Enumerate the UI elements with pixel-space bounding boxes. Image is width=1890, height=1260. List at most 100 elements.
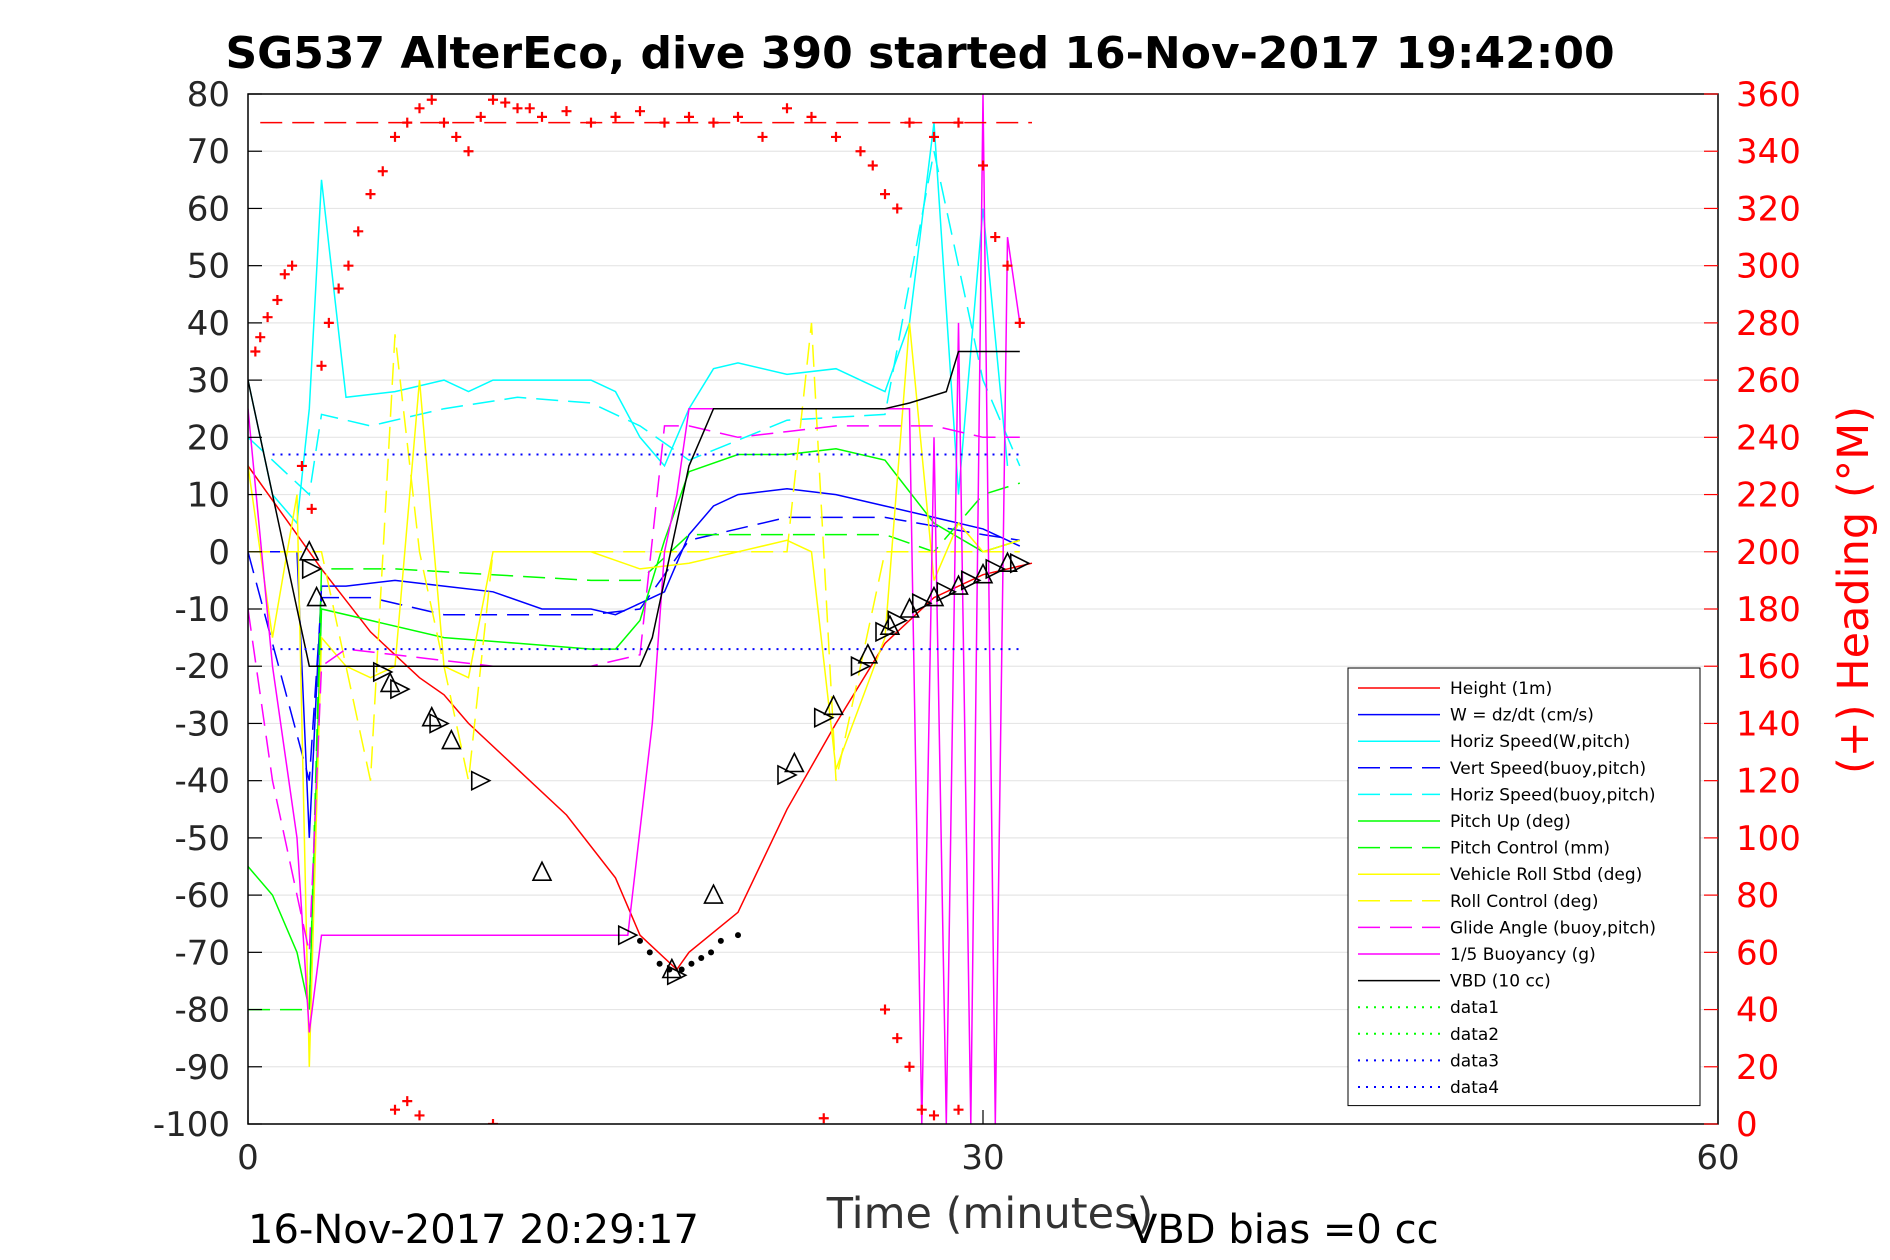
triangle-marker [784, 751, 805, 773]
left-tick-label: -10 [174, 590, 230, 630]
heading-marker [414, 103, 425, 114]
legend: Height (1m) W = dz/dt (cm/s) Horiz Speed(W… [1347, 667, 1701, 1107]
heading-marker [953, 117, 964, 128]
legend-label: Pitch Up (deg) [1450, 812, 1571, 832]
dot-marker [656, 960, 663, 967]
x-tick-label: 0 [237, 1138, 259, 1178]
left-tick-label: 10 [187, 476, 230, 516]
dot-marker [717, 937, 724, 944]
heading-marker [610, 111, 621, 122]
legend-label: W = dz/dt (cm/s) [1450, 706, 1594, 726]
heading-marker [684, 111, 694, 122]
triangle-marker [936, 581, 958, 603]
triangle-marker [390, 678, 411, 700]
heading-marker [561, 106, 572, 117]
series-line [248, 151, 1021, 497]
dot-marker [666, 966, 673, 973]
legend-label: Pitch Control (mm) [1450, 839, 1610, 859]
heading-marker [475, 111, 486, 122]
triangle-marker [948, 574, 969, 595]
heading-marker [880, 1004, 890, 1015]
footer-vbd-bias: VBD bias =0 cc [1130, 1207, 1439, 1253]
triangle-marker [1009, 552, 1031, 574]
heading-marker [439, 117, 449, 128]
heading-marker [659, 117, 670, 128]
right-tick-label: 100 [1736, 819, 1801, 859]
dot-marker [688, 960, 695, 967]
series-layer [248, 94, 1033, 1124]
triangle-marker [850, 655, 872, 677]
legend-label: data4 [1450, 1078, 1499, 1098]
right-axis-title: (+) Heading (°M) [1829, 406, 1879, 774]
heading-marker [463, 146, 474, 157]
legend-label: data1 [1450, 998, 1499, 1018]
heading-marker [733, 111, 743, 122]
left-tick-label: 40 [187, 304, 230, 344]
legend-label: Vert Speed(buoy,pitch) [1450, 759, 1646, 779]
heading-marker [316, 360, 327, 371]
heading-marker [414, 1110, 425, 1121]
triangle-marker [306, 585, 327, 607]
legend-label: 1/5 Buoyancy (g) [1450, 945, 1596, 965]
heading-marker [635, 106, 645, 117]
series-line [248, 350, 1020, 667]
heading-marker [524, 103, 535, 114]
heading-marker [343, 260, 354, 271]
left-tick-label: -80 [174, 991, 230, 1031]
right-tick-label: 220 [1736, 476, 1801, 516]
heading-marker [855, 146, 866, 157]
right-tick-label: 40 [1736, 991, 1779, 1031]
right-tick-label: 60 [1736, 933, 1779, 973]
heading-marker [867, 160, 878, 171]
dot-marker [735, 932, 741, 939]
heading-marker [880, 189, 890, 200]
heading-marker [365, 189, 376, 200]
dot-marker [698, 955, 705, 962]
heading-marker [402, 1096, 413, 1107]
series-line [248, 94, 1021, 1124]
dot-marker [708, 949, 715, 956]
triangle-marker [911, 592, 933, 614]
heading-marker [255, 332, 266, 343]
left-tick-label: 20 [187, 418, 230, 458]
right-tick-label: 360 [1736, 75, 1801, 115]
legend-label: Horiz Speed(buoy,pitch) [1450, 785, 1656, 805]
right-axis-ticks: 3603403203002802602402202001801601401201… [1704, 75, 1801, 1145]
triangle-marker [298, 539, 320, 561]
heading-marker [390, 131, 400, 142]
triangle-marker [899, 597, 920, 618]
heading-marker [488, 94, 498, 105]
triangle-marker [666, 964, 688, 986]
left-tick-label: -60 [174, 876, 230, 916]
x-axis-title: Time (minutes) [826, 1189, 1154, 1239]
right-tick-label: 160 [1736, 647, 1801, 687]
right-tick-label: 340 [1736, 132, 1801, 172]
chart-title: SG537 AlterEco, dive 390 started 16-Nov-… [225, 28, 1614, 79]
heading-marker [451, 131, 462, 142]
right-tick-label: 260 [1736, 361, 1801, 401]
triangle-marker [372, 661, 394, 683]
heading-marker [1014, 317, 1025, 328]
legend-label: Glide Angle (buoy,pitch) [1450, 918, 1656, 938]
triangle-marker [441, 728, 462, 750]
left-tick-label: -20 [174, 647, 230, 687]
heading-marker [512, 103, 523, 114]
right-tick-label: 320 [1736, 189, 1801, 229]
triangle-marker [301, 558, 323, 580]
heading-marker [353, 226, 364, 237]
heading-marker [978, 160, 988, 171]
heading-marker [586, 117, 596, 128]
right-tick-label: 120 [1736, 762, 1801, 802]
heading-marker [892, 1033, 903, 1044]
legend-label: Horiz Speed(W,pitch) [1450, 732, 1630, 752]
heading-marker [904, 117, 915, 128]
heading-marker [272, 295, 283, 305]
triangle-marker [879, 614, 901, 635]
triangle-marker [823, 694, 844, 716]
left-tick-label: 0 [208, 533, 230, 573]
heading-marker [402, 117, 413, 128]
x-tick-label: 30 [961, 1138, 1004, 1178]
left-tick-label: 50 [187, 247, 230, 287]
heading-marker [250, 346, 261, 357]
footer-timestamp: 16-Nov-2017 20:29:17 [248, 1207, 699, 1253]
